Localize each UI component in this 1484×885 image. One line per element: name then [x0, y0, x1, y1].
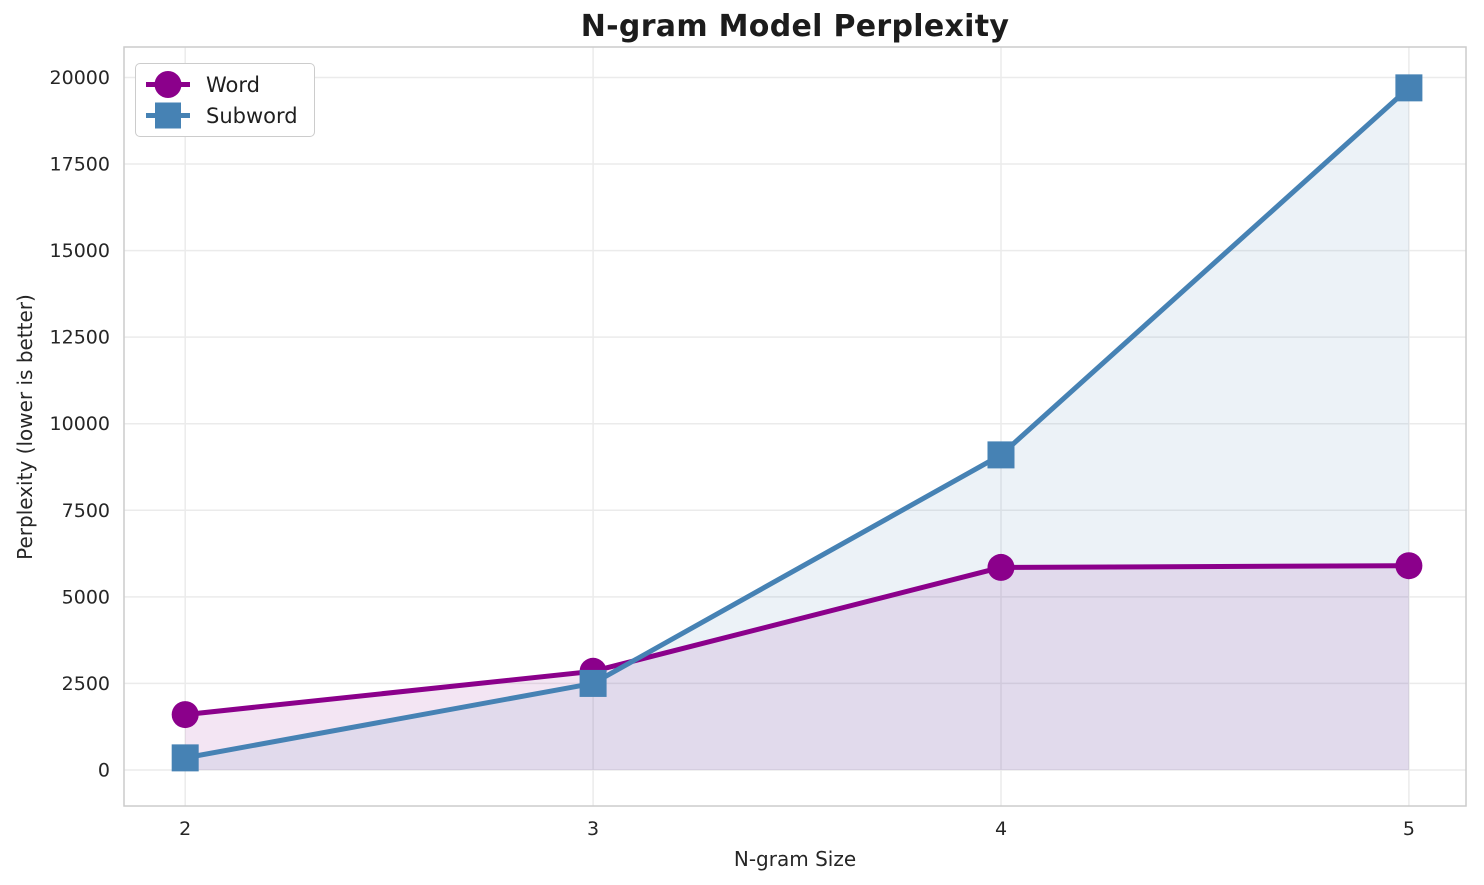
word-fill-area	[185, 565, 1409, 770]
y-tick-label-12500: 12500	[50, 327, 110, 349]
subword-marker-5	[1395, 74, 1423, 102]
y-tick-label-5000: 5000	[62, 586, 110, 608]
word-legend-sample	[146, 71, 190, 98]
subword-marker-2	[171, 744, 199, 772]
x-tick-label-3: 3	[587, 818, 599, 840]
y-tick-label-2500: 2500	[62, 673, 110, 695]
subword-marker-4	[987, 441, 1015, 469]
y-tick-label-15000: 15000	[50, 240, 110, 262]
subword-legend-sample	[146, 102, 190, 129]
x-axis-label: N-gram Size	[733, 847, 857, 871]
legend-label-subword: Subword	[206, 103, 298, 128]
x-tick-label-4: 4	[995, 818, 1007, 840]
legend-item-subword: Subword	[144, 100, 298, 131]
word-marker-2	[171, 701, 199, 729]
y-tick-label-0: 0	[98, 759, 110, 781]
y-tick-label-20000: 20000	[50, 67, 110, 89]
y-tick-label-7500: 7500	[62, 500, 110, 522]
legend-label-word: Word	[206, 72, 260, 97]
chart-title: N-gram Model Perplexity	[580, 9, 1010, 44]
word-marker-4	[987, 553, 1015, 581]
y-tick-label-17500: 17500	[50, 154, 110, 176]
word-marker-5	[1395, 552, 1423, 580]
word-circle-marker-icon	[154, 71, 182, 98]
word-line	[182, 563, 1412, 718]
x-tick-label-5: 5	[1403, 818, 1415, 840]
subword-square-marker-icon	[155, 102, 181, 129]
subword-marker-3	[579, 669, 607, 697]
legend-item-word: Word	[144, 69, 298, 100]
subword-line	[182, 85, 1412, 761]
y-tick-label-10000: 10000	[50, 413, 110, 435]
legend: Word Subword	[135, 63, 315, 137]
x-tick-label-2: 2	[179, 818, 191, 840]
axes-spines	[123, 46, 1467, 807]
y-axis-label: Perplexity (lower is better)	[13, 294, 37, 560]
subword-fill-area	[185, 87, 1409, 770]
